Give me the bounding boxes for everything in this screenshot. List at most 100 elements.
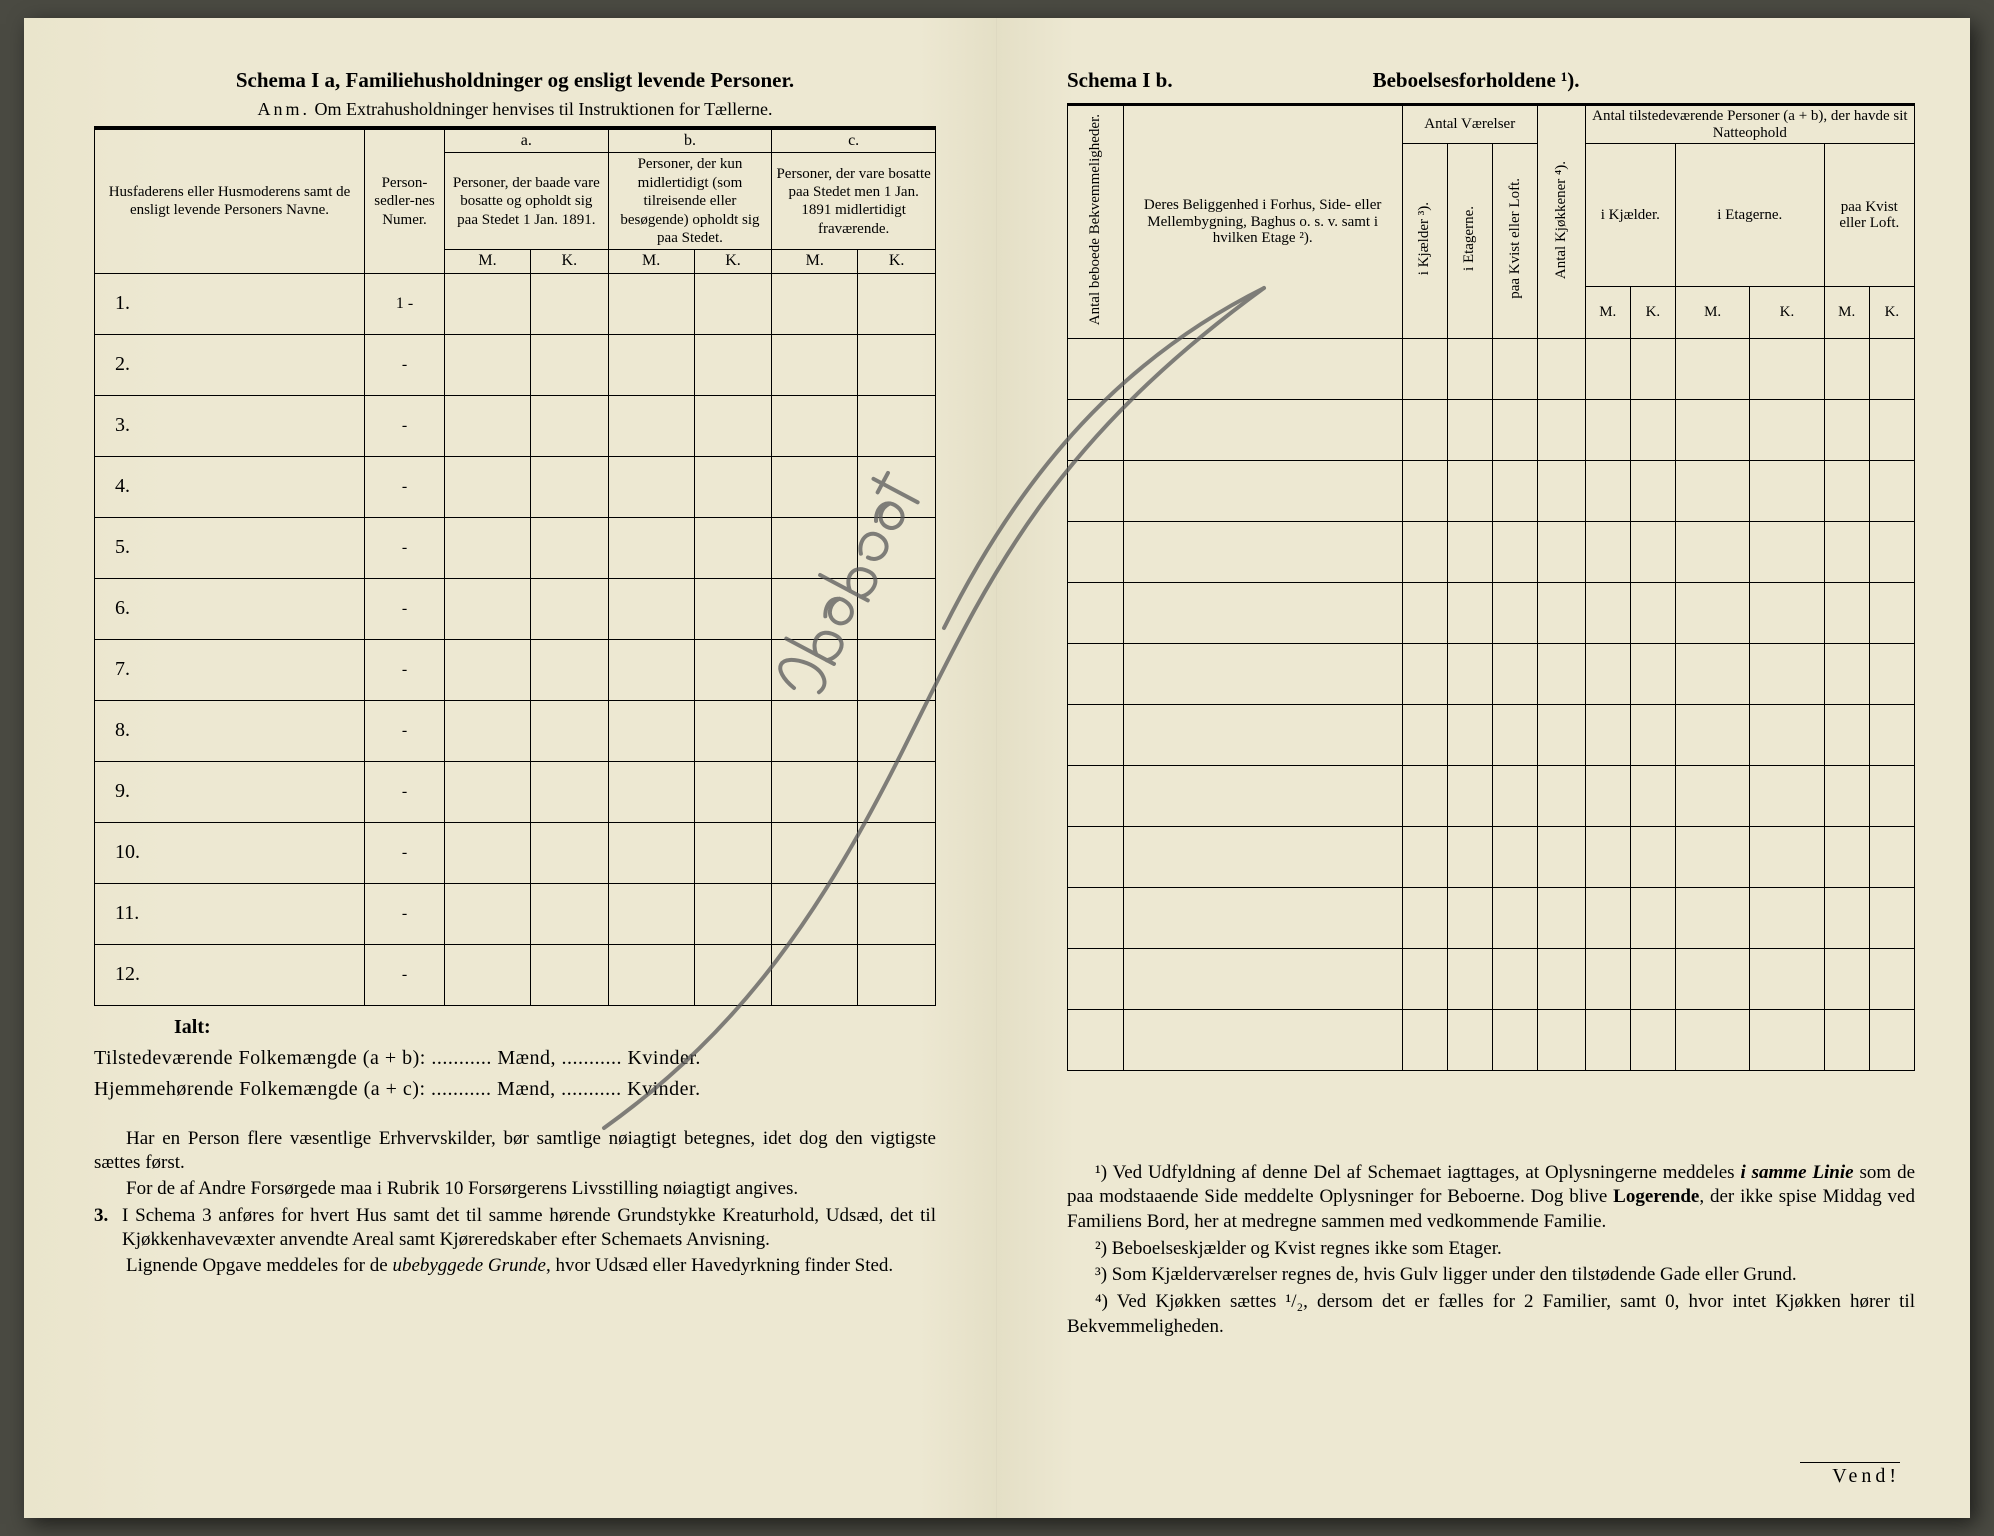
data-cell	[1068, 887, 1124, 948]
data-cell	[531, 517, 609, 578]
data-cell	[1585, 765, 1630, 826]
data-cell	[1123, 948, 1402, 1009]
data-cell	[1630, 338, 1675, 399]
schema-1b-table: Antal beboede Bekvemmeligheder. Deres Be…	[1067, 105, 1915, 1071]
data-cell	[445, 761, 531, 822]
data-cell	[1869, 887, 1914, 948]
col-b-label: b.	[608, 129, 772, 153]
table-row: 1.1 -	[95, 273, 936, 334]
para-forsorgede: For de af Andre Forsørgede maa i Rubrik …	[94, 1177, 936, 1201]
data-cell	[858, 456, 936, 517]
data-cell	[1068, 1009, 1124, 1070]
data-cell	[1447, 887, 1492, 948]
row-number: 6.	[95, 578, 365, 639]
data-cell	[608, 273, 694, 334]
data-cell	[1675, 521, 1749, 582]
data-cell	[694, 395, 772, 456]
data-cell	[772, 395, 858, 456]
data-cell	[694, 822, 772, 883]
nk-k1: K.	[1630, 287, 1675, 338]
data-cell	[1492, 765, 1537, 826]
data-cell	[1750, 643, 1824, 704]
table-row	[1068, 399, 1915, 460]
data-cell	[1537, 338, 1585, 399]
data-cell	[1123, 1009, 1402, 1070]
vend-label: Vend!	[1800, 1462, 1900, 1488]
data-cell	[694, 639, 772, 700]
data-cell	[1675, 582, 1749, 643]
nk-k2: K.	[1750, 287, 1824, 338]
data-cell	[1750, 399, 1824, 460]
data-cell	[1585, 521, 1630, 582]
personsedler-cell: -	[365, 761, 445, 822]
data-cell	[1585, 887, 1630, 948]
data-cell	[531, 639, 609, 700]
data-cell	[1630, 948, 1675, 1009]
data-cell	[608, 517, 694, 578]
data-cell	[858, 395, 936, 456]
data-cell	[772, 456, 858, 517]
data-cell	[608, 395, 694, 456]
data-cell	[1123, 338, 1402, 399]
data-cell	[1123, 643, 1402, 704]
table-row	[1068, 948, 1915, 1009]
table-row: 6.-	[95, 578, 936, 639]
data-cell	[772, 578, 858, 639]
data-cell	[694, 578, 772, 639]
data-cell	[1824, 704, 1869, 765]
row-number: 9.	[95, 761, 365, 822]
footnote-3: ³) Som Kjælderværelser regnes de, hvis G…	[1067, 1263, 1915, 1288]
data-cell	[1585, 948, 1630, 1009]
data-cell	[1402, 643, 1447, 704]
data-cell	[858, 883, 936, 944]
data-cell	[858, 273, 936, 334]
data-cell	[1447, 643, 1492, 704]
data-cell	[1537, 887, 1585, 948]
data-cell	[1123, 826, 1402, 887]
data-cell	[1630, 643, 1675, 704]
data-cell	[858, 334, 936, 395]
anm-line: Anm. Om Extrahusholdninger henvises til …	[94, 99, 936, 120]
data-cell	[1869, 338, 1914, 399]
data-cell	[445, 639, 531, 700]
data-cell	[1068, 826, 1124, 887]
data-cell	[1630, 1009, 1675, 1070]
personsedler-cell: -	[365, 883, 445, 944]
table-row: 2.-	[95, 334, 936, 395]
row-number: 10.	[95, 822, 365, 883]
data-cell	[1492, 826, 1537, 887]
right-page: Schema I b. Beboelsesforholdene ¹). Anta…	[997, 18, 1970, 1518]
data-cell	[1750, 1009, 1824, 1070]
data-cell	[1492, 460, 1537, 521]
data-cell	[1750, 765, 1824, 826]
data-cell	[1492, 704, 1537, 765]
data-cell	[694, 456, 772, 517]
data-cell	[1402, 765, 1447, 826]
data-cell	[1585, 1009, 1630, 1070]
row-number: 11.	[95, 883, 365, 944]
data-cell	[1068, 399, 1124, 460]
data-cell	[694, 517, 772, 578]
col-b-m: M.	[608, 250, 694, 273]
data-cell	[608, 639, 694, 700]
data-cell	[1869, 399, 1914, 460]
col-b-desc: Personer, der kun midlertidigt (som tilr…	[608, 153, 772, 250]
data-cell	[531, 273, 609, 334]
data-cell	[531, 578, 609, 639]
n-kjaelder: i Kjælder.	[1585, 144, 1675, 287]
left-paragraphs: Har en Person flere væsentlige Erhvervsk…	[94, 1127, 936, 1279]
data-cell	[1824, 338, 1869, 399]
data-cell	[1447, 460, 1492, 521]
data-cell	[1492, 582, 1537, 643]
table-row: 3.-	[95, 395, 936, 456]
col-b-k: K.	[694, 250, 772, 273]
data-cell	[1068, 338, 1124, 399]
data-cell	[1537, 643, 1585, 704]
data-cell	[1630, 582, 1675, 643]
row-number: 8.	[95, 700, 365, 761]
data-cell	[1869, 643, 1914, 704]
data-cell	[1675, 643, 1749, 704]
nk-m1: M.	[1585, 287, 1630, 338]
schema-1b-label: Schema I b.	[1067, 68, 1173, 93]
data-cell	[772, 822, 858, 883]
